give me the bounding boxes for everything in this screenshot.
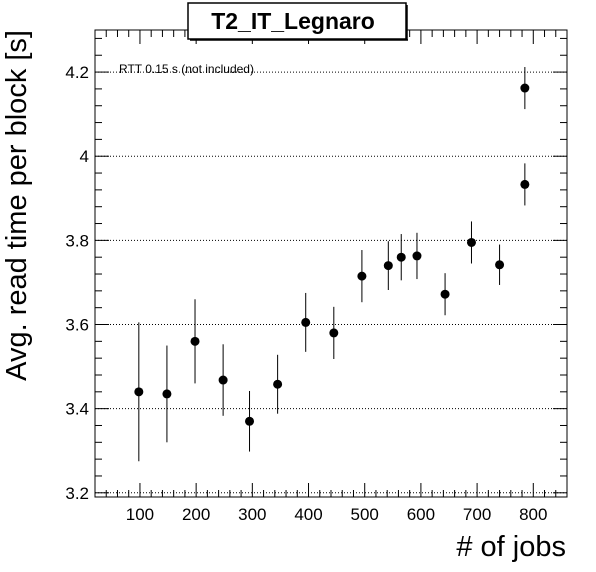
y-tick-labels: 3.2 3.4 3.6 3.8 4 4.2	[65, 63, 89, 503]
point-marker	[396, 252, 406, 262]
x-tick-labels: 100 200 300 400 500 600 700 800	[126, 505, 548, 524]
data-point	[301, 292, 311, 352]
data-point	[495, 244, 505, 285]
data-point	[273, 354, 283, 414]
y-tick-label: 3.8	[65, 231, 89, 250]
title-box: T2_IT_Legnaro	[187, 2, 408, 41]
point-marker	[466, 237, 476, 247]
point-marker	[245, 416, 255, 426]
data-point	[520, 163, 530, 206]
data-point	[396, 234, 406, 281]
y-tick-label: 3.6	[65, 316, 89, 335]
data-point	[245, 390, 255, 452]
y-tick-label: 3.4	[65, 400, 89, 419]
point-marker	[329, 328, 339, 338]
point-marker	[273, 379, 283, 389]
point-marker	[520, 83, 530, 93]
point-marker	[301, 317, 311, 327]
y-tick-label: 4.2	[65, 63, 89, 82]
data-point	[134, 322, 144, 462]
point-marker	[440, 289, 450, 299]
data-point	[162, 345, 172, 443]
y-tick-label: 3.2	[65, 484, 89, 503]
y-axis-title: Avg. read time per block [s]	[1, 30, 33, 381]
point-marker	[383, 261, 393, 271]
chart-title: T2_IT_Legnaro	[211, 8, 375, 34]
data-points	[134, 67, 530, 462]
data-point	[329, 306, 339, 360]
point-marker	[134, 387, 144, 397]
x-tick-label: 700	[463, 505, 491, 524]
point-marker	[162, 389, 172, 399]
x-axis-title: # of jobs	[456, 531, 566, 563]
point-marker	[495, 260, 505, 270]
x-tick-label: 100	[126, 505, 154, 524]
x-tick-label: 200	[182, 505, 210, 524]
data-point	[383, 241, 393, 291]
data-point	[520, 67, 530, 110]
x-tick-label: 800	[519, 505, 547, 524]
point-marker	[218, 375, 228, 385]
x-tick-label: 400	[294, 505, 322, 524]
data-point	[466, 221, 476, 264]
data-point	[412, 232, 422, 280]
data-point	[190, 299, 200, 384]
point-marker	[412, 251, 422, 261]
rtt-annotation: RTT 0.15 s (not included)	[119, 62, 254, 76]
point-marker	[190, 336, 200, 346]
y-gridlines	[95, 71, 567, 494]
data-point	[357, 250, 367, 303]
y-tick-label: 4	[80, 147, 89, 166]
x-tick-label: 500	[351, 505, 379, 524]
data-point	[218, 344, 228, 416]
x-tick-label: 300	[238, 505, 266, 524]
point-marker	[520, 179, 530, 189]
point-marker	[357, 271, 367, 281]
x-tick-label: 600	[407, 505, 435, 524]
data-point	[440, 273, 450, 316]
